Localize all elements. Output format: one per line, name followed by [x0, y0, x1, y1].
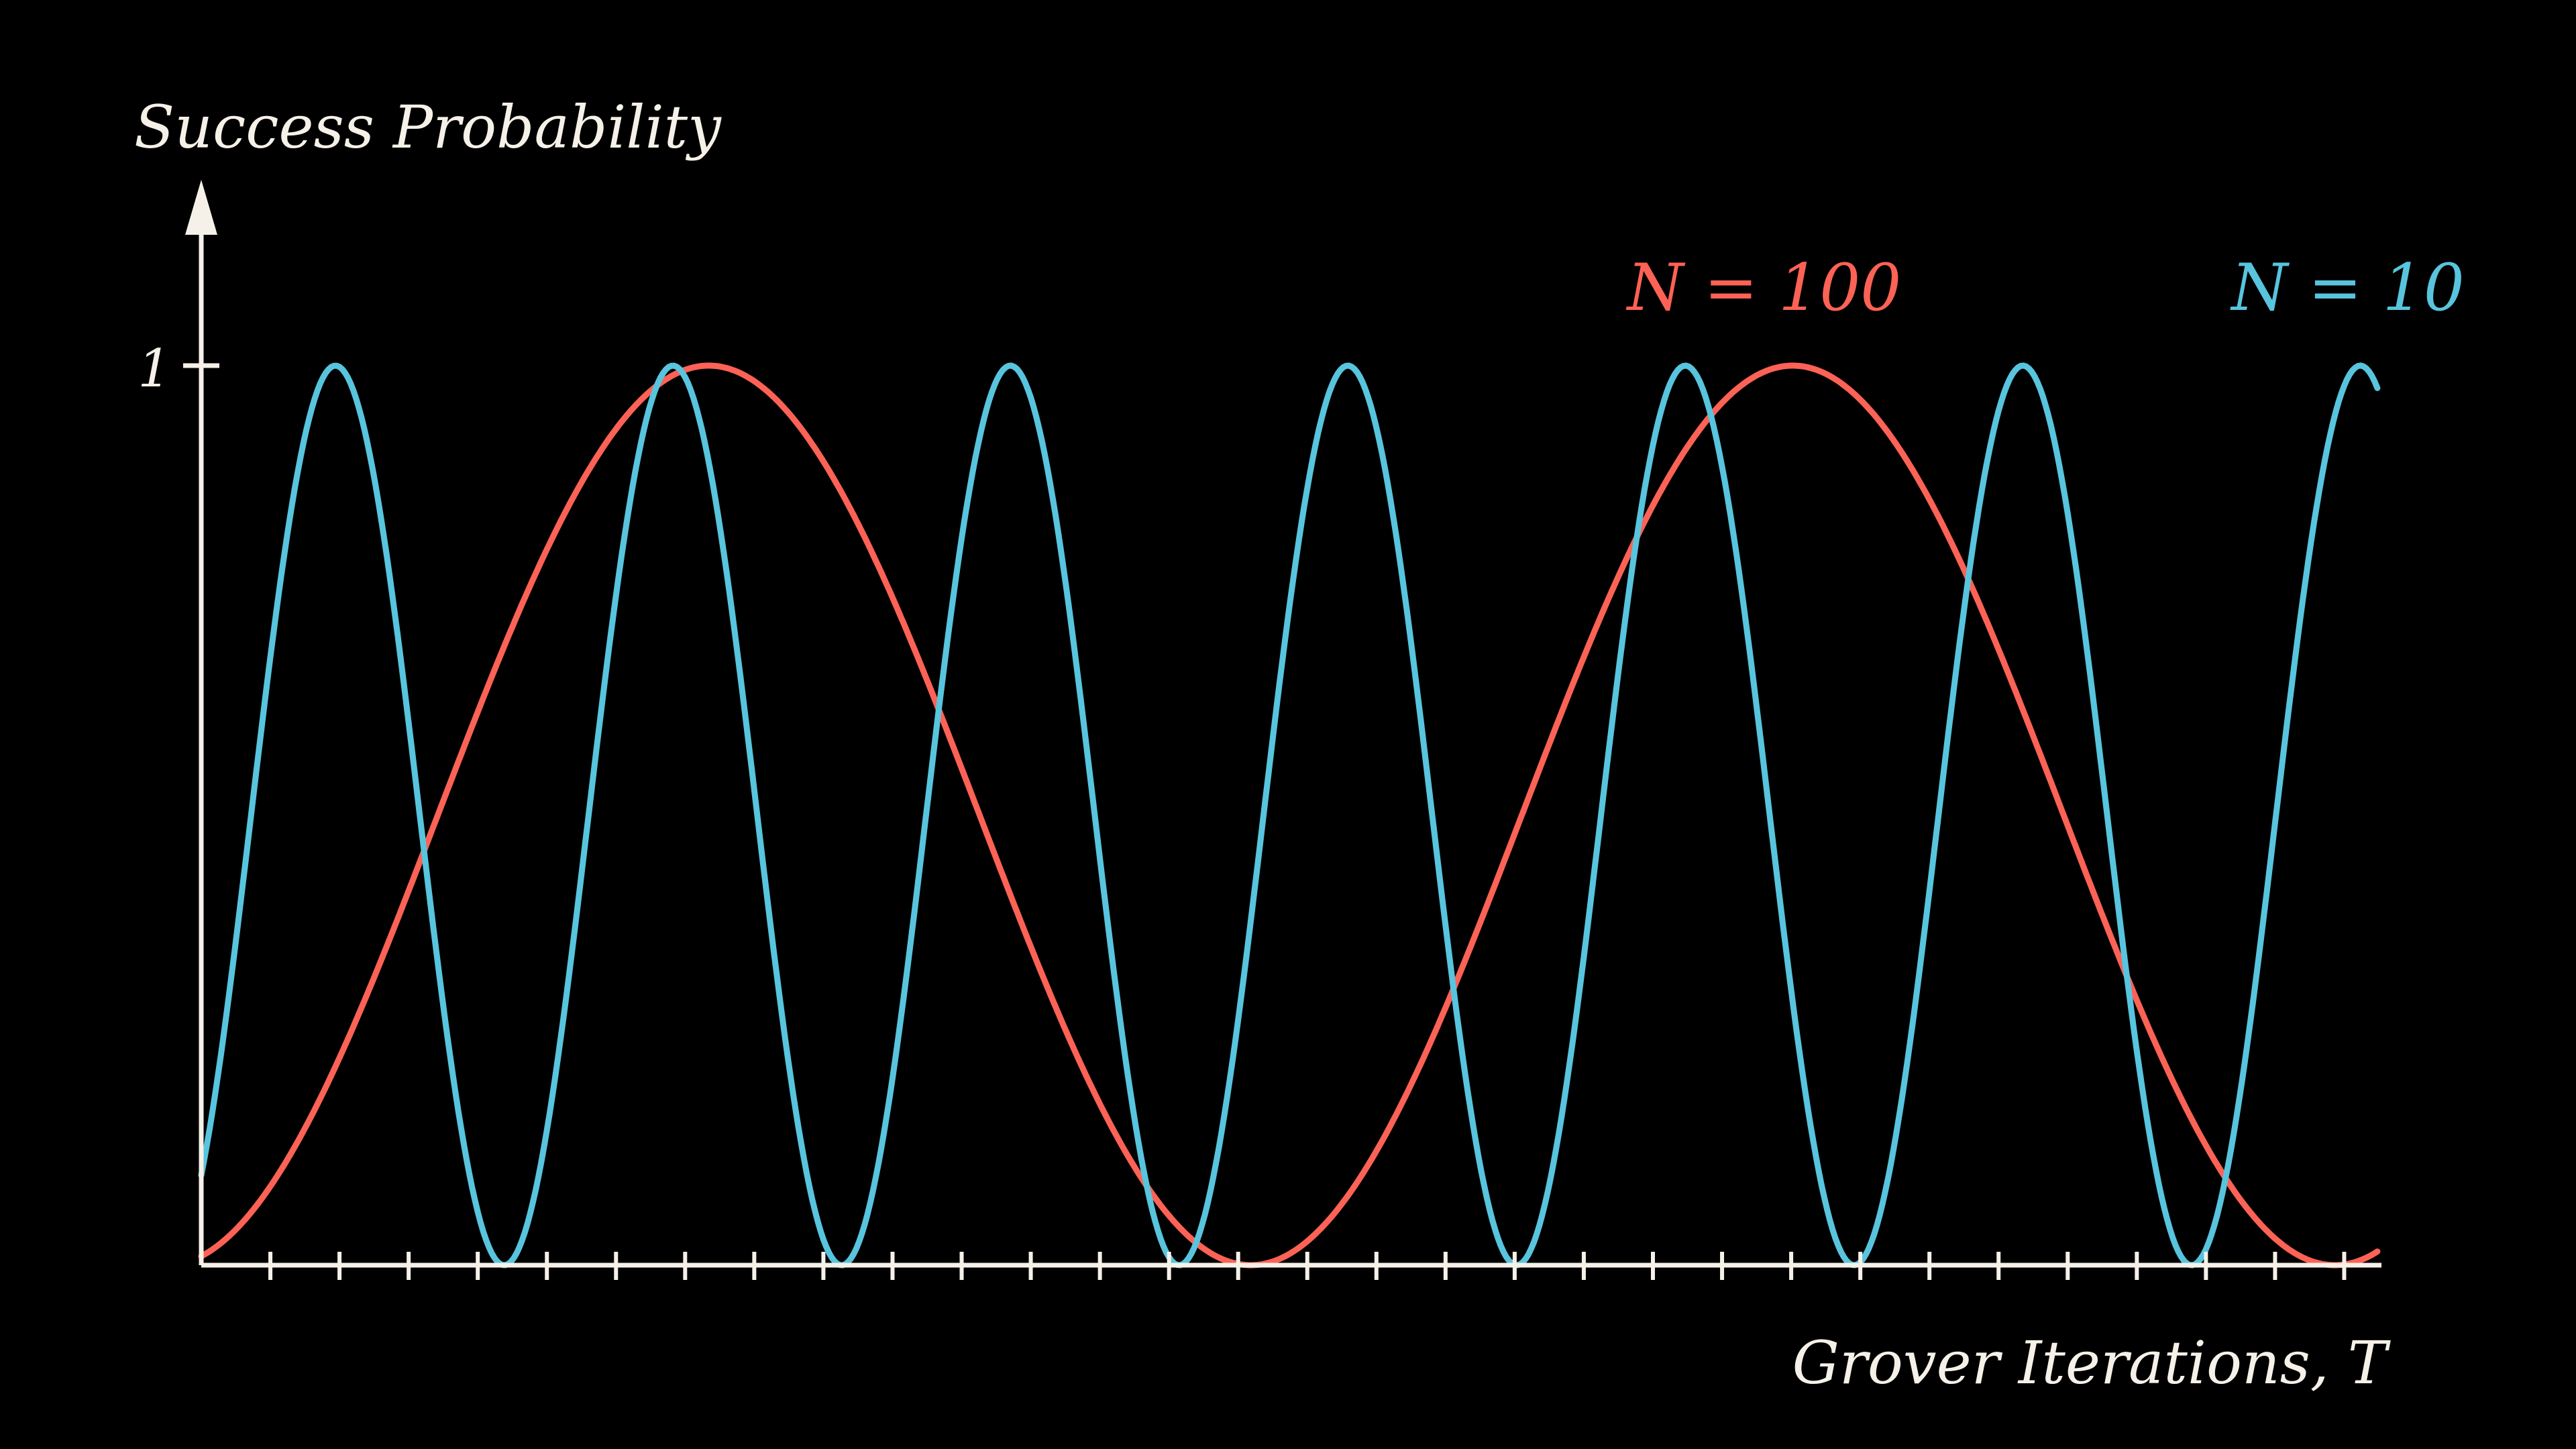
y-axis	[183, 180, 219, 1265]
x-axis-ticks	[268, 1252, 2347, 1280]
curve-n10	[198, 362, 2381, 1269]
y-axis-arrow-icon	[185, 180, 217, 235]
x-axis-title: Grover Iterations, T	[1792, 1328, 2392, 1397]
y-tick-label-1: 1	[138, 339, 171, 399]
legend-n100: N = 100	[1626, 250, 1902, 325]
legend-n10: N = 10	[2230, 250, 2465, 325]
curve-n100	[198, 362, 2381, 1269]
x-axis	[201, 1252, 2381, 1280]
y-axis-title: Success Probability	[134, 93, 722, 162]
